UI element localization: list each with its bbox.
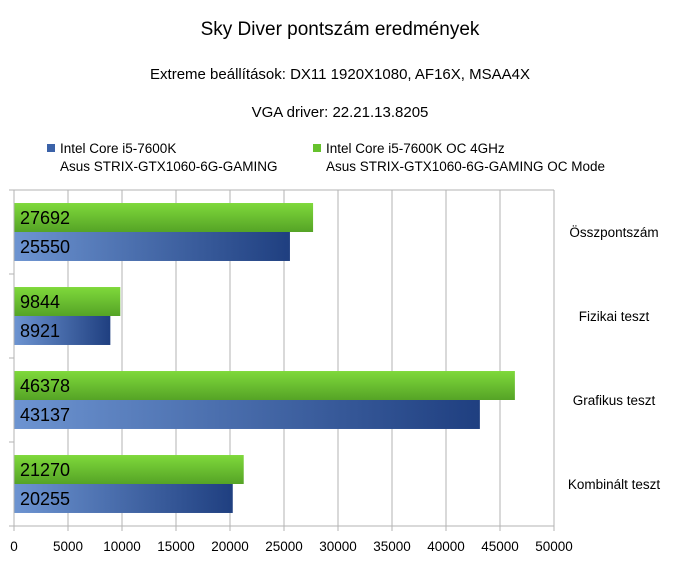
x-tick-label: 40000 bbox=[427, 539, 465, 554]
bar-value-label: 27692 bbox=[20, 208, 70, 228]
chart-labels: 0 5000 10000 15000 20000 25000 30000 35000 40000… bbox=[10, 208, 660, 554]
bar-value-label: 20255 bbox=[20, 489, 70, 509]
bar-stock bbox=[14, 484, 233, 513]
x-tick-label: 35000 bbox=[373, 539, 411, 554]
x-tick-label: 30000 bbox=[319, 539, 357, 554]
bar-value-label: 21270 bbox=[20, 460, 70, 480]
x-tick-label: 20000 bbox=[211, 539, 249, 554]
x-tick-label: 0 bbox=[10, 539, 18, 554]
legend-label-stock-line2: Asus STRIX-GTX1060-6G-GAMING bbox=[60, 159, 278, 174]
category-label: Grafikus teszt bbox=[573, 393, 656, 408]
bar-value-label: 8921 bbox=[20, 321, 60, 341]
x-tick-label: 10000 bbox=[103, 539, 141, 554]
bar-value-label: 25550 bbox=[20, 237, 70, 257]
legend-label-oc-line1: Intel Core i5-7600K OC 4GHz bbox=[326, 141, 505, 156]
category-label: Kombinált teszt bbox=[568, 477, 661, 492]
chart-bars bbox=[14, 203, 515, 513]
bar-oc bbox=[14, 203, 314, 232]
legend-swatch-oc bbox=[313, 144, 321, 152]
bar-value-label: 46378 bbox=[20, 376, 70, 396]
chart-subtitle: Extreme beállítások: DX11 1920X1080, AF1… bbox=[150, 66, 530, 83]
x-tick-label: 5000 bbox=[53, 539, 83, 554]
bar-stock bbox=[14, 400, 480, 429]
chart-driver-note: VGA driver: 22.21.13.8205 bbox=[251, 104, 429, 121]
bar-value-label: 43137 bbox=[20, 405, 70, 425]
x-tick-label: 50000 bbox=[535, 539, 573, 554]
category-label: Összpontszám bbox=[569, 225, 658, 240]
legend-label-oc: Intel Core i5-7600K OC 4GHz Asus STRIX-G… bbox=[326, 140, 605, 176]
bar-stock bbox=[14, 316, 111, 345]
x-tick-label: 25000 bbox=[265, 539, 303, 554]
bar-oc bbox=[14, 287, 121, 316]
chart-title: Sky Diver pontszám eredmények bbox=[200, 19, 480, 40]
bar-value-label: 9844 bbox=[20, 292, 60, 312]
legend-label-oc-line2: Asus STRIX-GTX1060-6G-GAMING OC Mode bbox=[326, 159, 606, 174]
legend-swatch-stock bbox=[47, 144, 55, 152]
legend-label-stock-line1: Intel Core i5-7600K bbox=[60, 141, 177, 156]
bar-oc bbox=[14, 371, 515, 400]
chart-axes bbox=[9, 189, 555, 531]
category-label: Fizikai teszt bbox=[579, 309, 650, 324]
x-tick-label: 45000 bbox=[481, 539, 519, 554]
x-tick-label: 15000 bbox=[157, 539, 195, 554]
bar-oc bbox=[14, 455, 244, 484]
bar-stock bbox=[14, 232, 290, 261]
legend-label-stock: Intel Core i5-7600K Asus STRIX-GTX1060-6… bbox=[60, 140, 278, 176]
